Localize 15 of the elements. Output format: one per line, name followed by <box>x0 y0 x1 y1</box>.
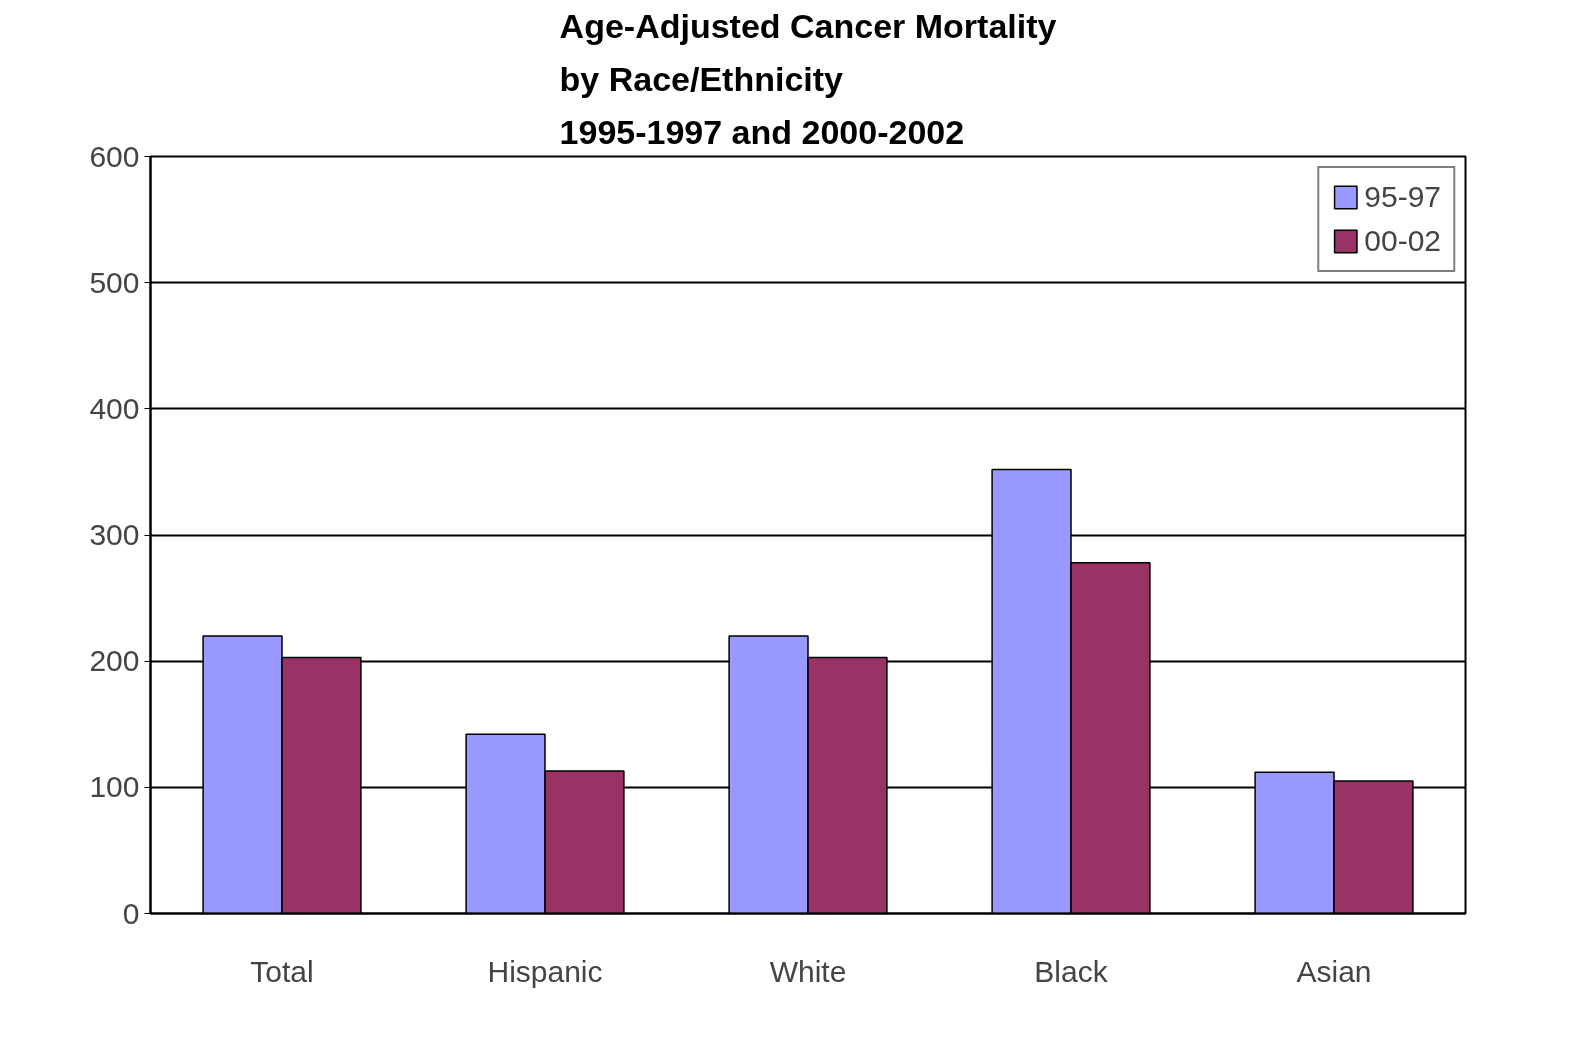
x-tick-label: Black <box>1034 954 1109 988</box>
x-tick-label: Hispanic <box>487 954 603 988</box>
x-tick-label: Total <box>250 954 314 988</box>
y-tick-label: 100 <box>89 770 140 804</box>
y-tick-label: 300 <box>89 518 140 551</box>
x-tick-label: White <box>769 954 847 988</box>
chart-title: Age-Adjusted Cancer Mortality by Race/Ethnicity 1995-1997 and 2000-2002 <box>559 7 1057 152</box>
y-tick-label: 500 <box>89 265 140 299</box>
legend-label: 00-02 <box>1364 224 1441 258</box>
legend-label: 95-97 <box>1364 180 1441 214</box>
y-tick-label: 400 <box>89 391 140 425</box>
y-tick-label: 200 <box>89 644 140 678</box>
y-tick-label: 0 <box>122 896 140 930</box>
y-tick-label: 600 <box>89 139 140 173</box>
x-tick-label: Asian <box>1296 954 1372 988</box>
